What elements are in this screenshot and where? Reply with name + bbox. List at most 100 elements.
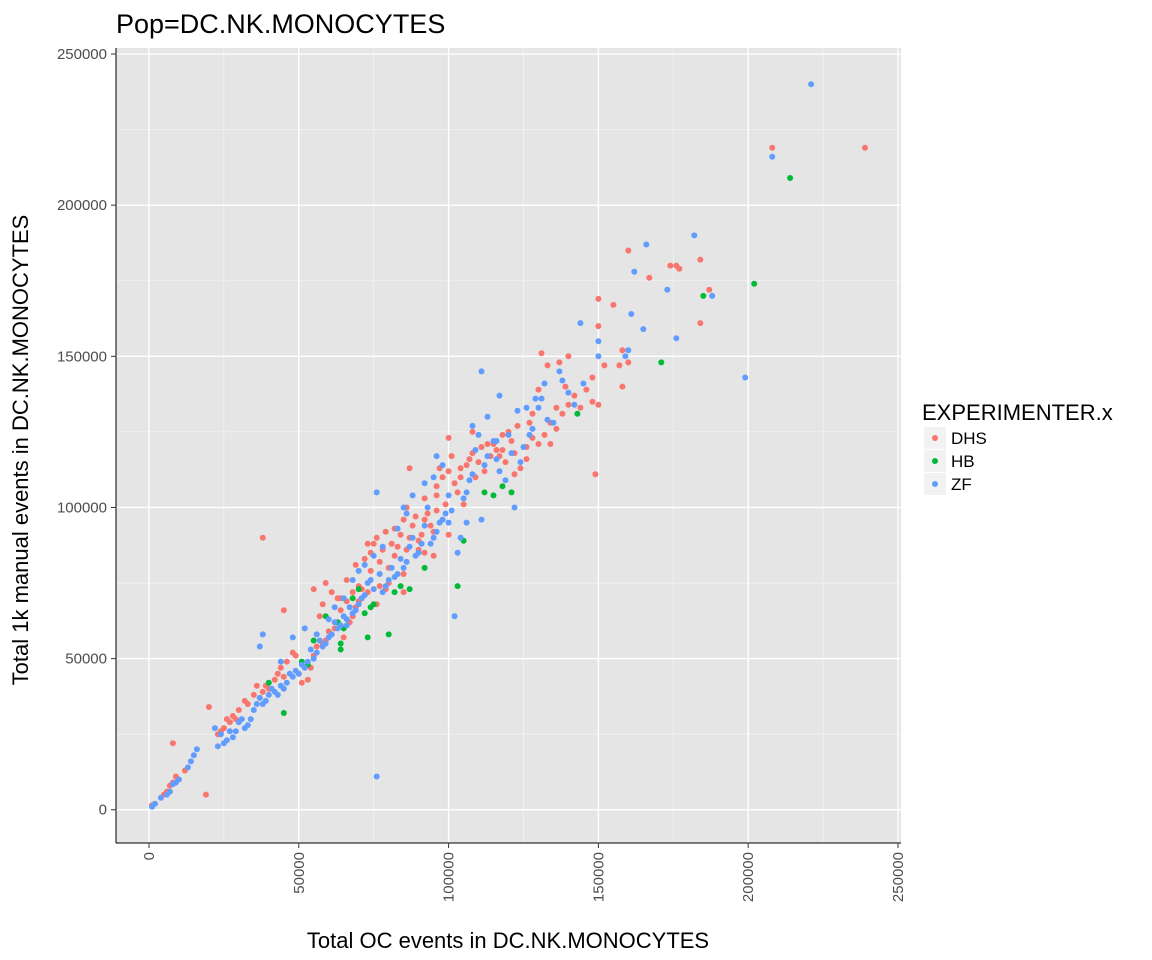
point-zf <box>493 438 500 444</box>
point-dhs <box>463 462 470 469</box>
point-dhs <box>595 401 602 408</box>
point-zf <box>571 401 578 408</box>
point-zf <box>427 540 434 547</box>
point-dhs <box>205 704 212 710</box>
point-dhs <box>475 459 482 466</box>
point-dhs <box>610 301 617 308</box>
point-zf <box>259 701 266 707</box>
point-zf <box>463 519 470 526</box>
point-zf <box>625 347 632 354</box>
point-dhs <box>442 501 449 508</box>
legend: EXPERIMENTER.x DHS HB ZF <box>922 400 1113 495</box>
point-dhs <box>595 323 602 330</box>
point-zf <box>565 389 572 396</box>
point-dhs <box>259 534 266 541</box>
point-zf <box>544 416 551 423</box>
point-hb <box>355 586 362 593</box>
point-dhs <box>523 456 530 463</box>
point-zf <box>469 422 476 429</box>
point-zf <box>193 746 200 753</box>
point-zf <box>346 604 353 611</box>
point-dhs <box>289 649 296 656</box>
point-zf <box>454 549 461 556</box>
point-dhs <box>424 510 431 517</box>
point-dhs <box>589 374 596 381</box>
point-dhs <box>562 383 569 390</box>
point-zf <box>313 649 320 656</box>
point-dhs <box>259 688 266 695</box>
point-zf <box>373 489 380 496</box>
point-dhs <box>328 589 335 596</box>
point-dhs <box>514 422 521 429</box>
point-zf <box>457 534 464 541</box>
point-dhs <box>412 513 419 520</box>
point-zf <box>709 292 716 299</box>
point-dhs <box>376 583 383 590</box>
point-zf <box>349 610 356 617</box>
point-dhs <box>667 262 674 269</box>
point-dhs <box>646 274 653 281</box>
point-hb <box>490 492 497 499</box>
point-zf <box>331 604 338 611</box>
point-dhs <box>445 434 452 441</box>
point-zf <box>580 380 587 387</box>
point-zf <box>211 725 218 732</box>
point-zf <box>640 326 647 333</box>
point-zf <box>349 577 356 583</box>
point-dhs <box>616 362 623 369</box>
point-dhs <box>283 658 290 665</box>
point-dhs <box>373 534 380 541</box>
point-zf <box>307 646 314 653</box>
y-tick-label: 100000 <box>57 499 107 516</box>
point-dhs <box>862 144 868 151</box>
point-dhs <box>202 791 209 798</box>
point-zf <box>496 392 503 399</box>
point-zf <box>436 519 443 526</box>
point-dhs <box>565 353 572 360</box>
point-dhs <box>499 431 506 438</box>
y-axis-title: Total 1k manual events in DC.NK.MONOCYTE… <box>8 215 33 686</box>
point-zf <box>149 803 155 810</box>
point-zf <box>664 286 671 293</box>
point-zf <box>253 701 260 707</box>
point-dhs <box>619 347 626 354</box>
point-zf <box>673 335 680 342</box>
point-dhs <box>352 561 359 568</box>
point-zf <box>439 462 446 469</box>
point-zf <box>226 728 233 735</box>
y-tick-label: 50000 <box>65 651 107 668</box>
point-zf <box>301 625 308 632</box>
point-dhs <box>433 492 440 499</box>
point-zf <box>493 456 500 463</box>
x-tick-label: 0 <box>141 852 158 860</box>
point-dhs <box>541 431 548 438</box>
point-dhs <box>454 489 461 496</box>
point-zf <box>340 613 347 620</box>
point-zf <box>214 743 221 750</box>
x-tick-label: 50000 <box>291 852 308 894</box>
chart-title: Pop=DC.NK.MONOCYTES <box>116 9 445 39</box>
point-zf <box>691 232 698 239</box>
point-dhs <box>319 601 326 608</box>
point-dhs <box>499 447 506 453</box>
point-dhs <box>538 350 545 357</box>
point-dhs <box>421 495 428 502</box>
point-zf <box>418 540 425 547</box>
point-dhs <box>400 516 407 523</box>
point-dhs <box>769 144 776 151</box>
point-zf <box>409 492 416 499</box>
point-zf <box>577 320 584 327</box>
point-zf <box>331 619 338 626</box>
point-dhs <box>421 516 428 523</box>
point-zf <box>343 622 350 629</box>
point-dhs <box>544 362 551 369</box>
legend-items: DHS HB ZF <box>924 427 987 495</box>
point-zf <box>376 571 383 577</box>
point-dhs <box>619 383 626 390</box>
point-zf <box>517 459 524 466</box>
point-dhs <box>421 549 428 556</box>
point-zf <box>478 516 485 523</box>
point-dhs <box>274 670 281 677</box>
point-dhs <box>391 552 398 559</box>
point-zf <box>403 510 410 517</box>
